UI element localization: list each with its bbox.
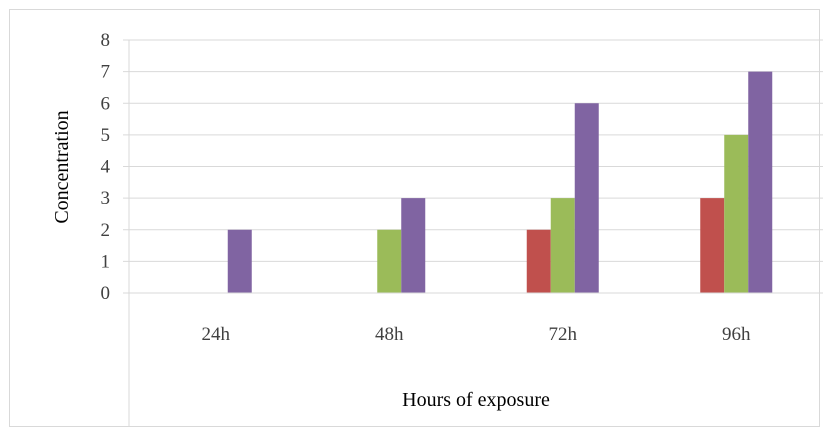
y-tick-label: 1: [101, 251, 111, 272]
y-tick-label: 6: [101, 93, 111, 114]
bar: [574, 103, 599, 293]
x-tick-labels: 24h 48h 72h 96h: [202, 324, 752, 345]
x-tick-label: 24h: [202, 324, 231, 345]
bar: [377, 229, 402, 293]
bar: [526, 229, 551, 293]
y-tick-labels: 0 1 2 3 4 5 6 7 8: [101, 30, 111, 304]
x-tick-label: 96h: [722, 324, 751, 345]
bar: [700, 198, 725, 293]
bars: [227, 71, 773, 293]
bar: [550, 198, 575, 293]
y-tick-label: 0: [101, 283, 111, 304]
y-tick-label: 7: [101, 62, 111, 83]
y-axis-title: Concentration: [51, 110, 73, 223]
x-tick-label: 72h: [549, 324, 578, 345]
bar: [748, 71, 773, 293]
y-tick-label: 2: [101, 220, 111, 241]
y-tick-label: 3: [101, 188, 111, 209]
x-axis-title: Hours of exposure: [402, 389, 550, 411]
bar: [401, 198, 426, 293]
y-tick-label: 8: [101, 30, 111, 51]
y-tick-label: 4: [101, 157, 111, 178]
bar: [227, 229, 252, 293]
bar: [724, 134, 749, 293]
x-tick-label: 48h: [375, 324, 404, 345]
y-tick-label: 5: [101, 125, 111, 146]
